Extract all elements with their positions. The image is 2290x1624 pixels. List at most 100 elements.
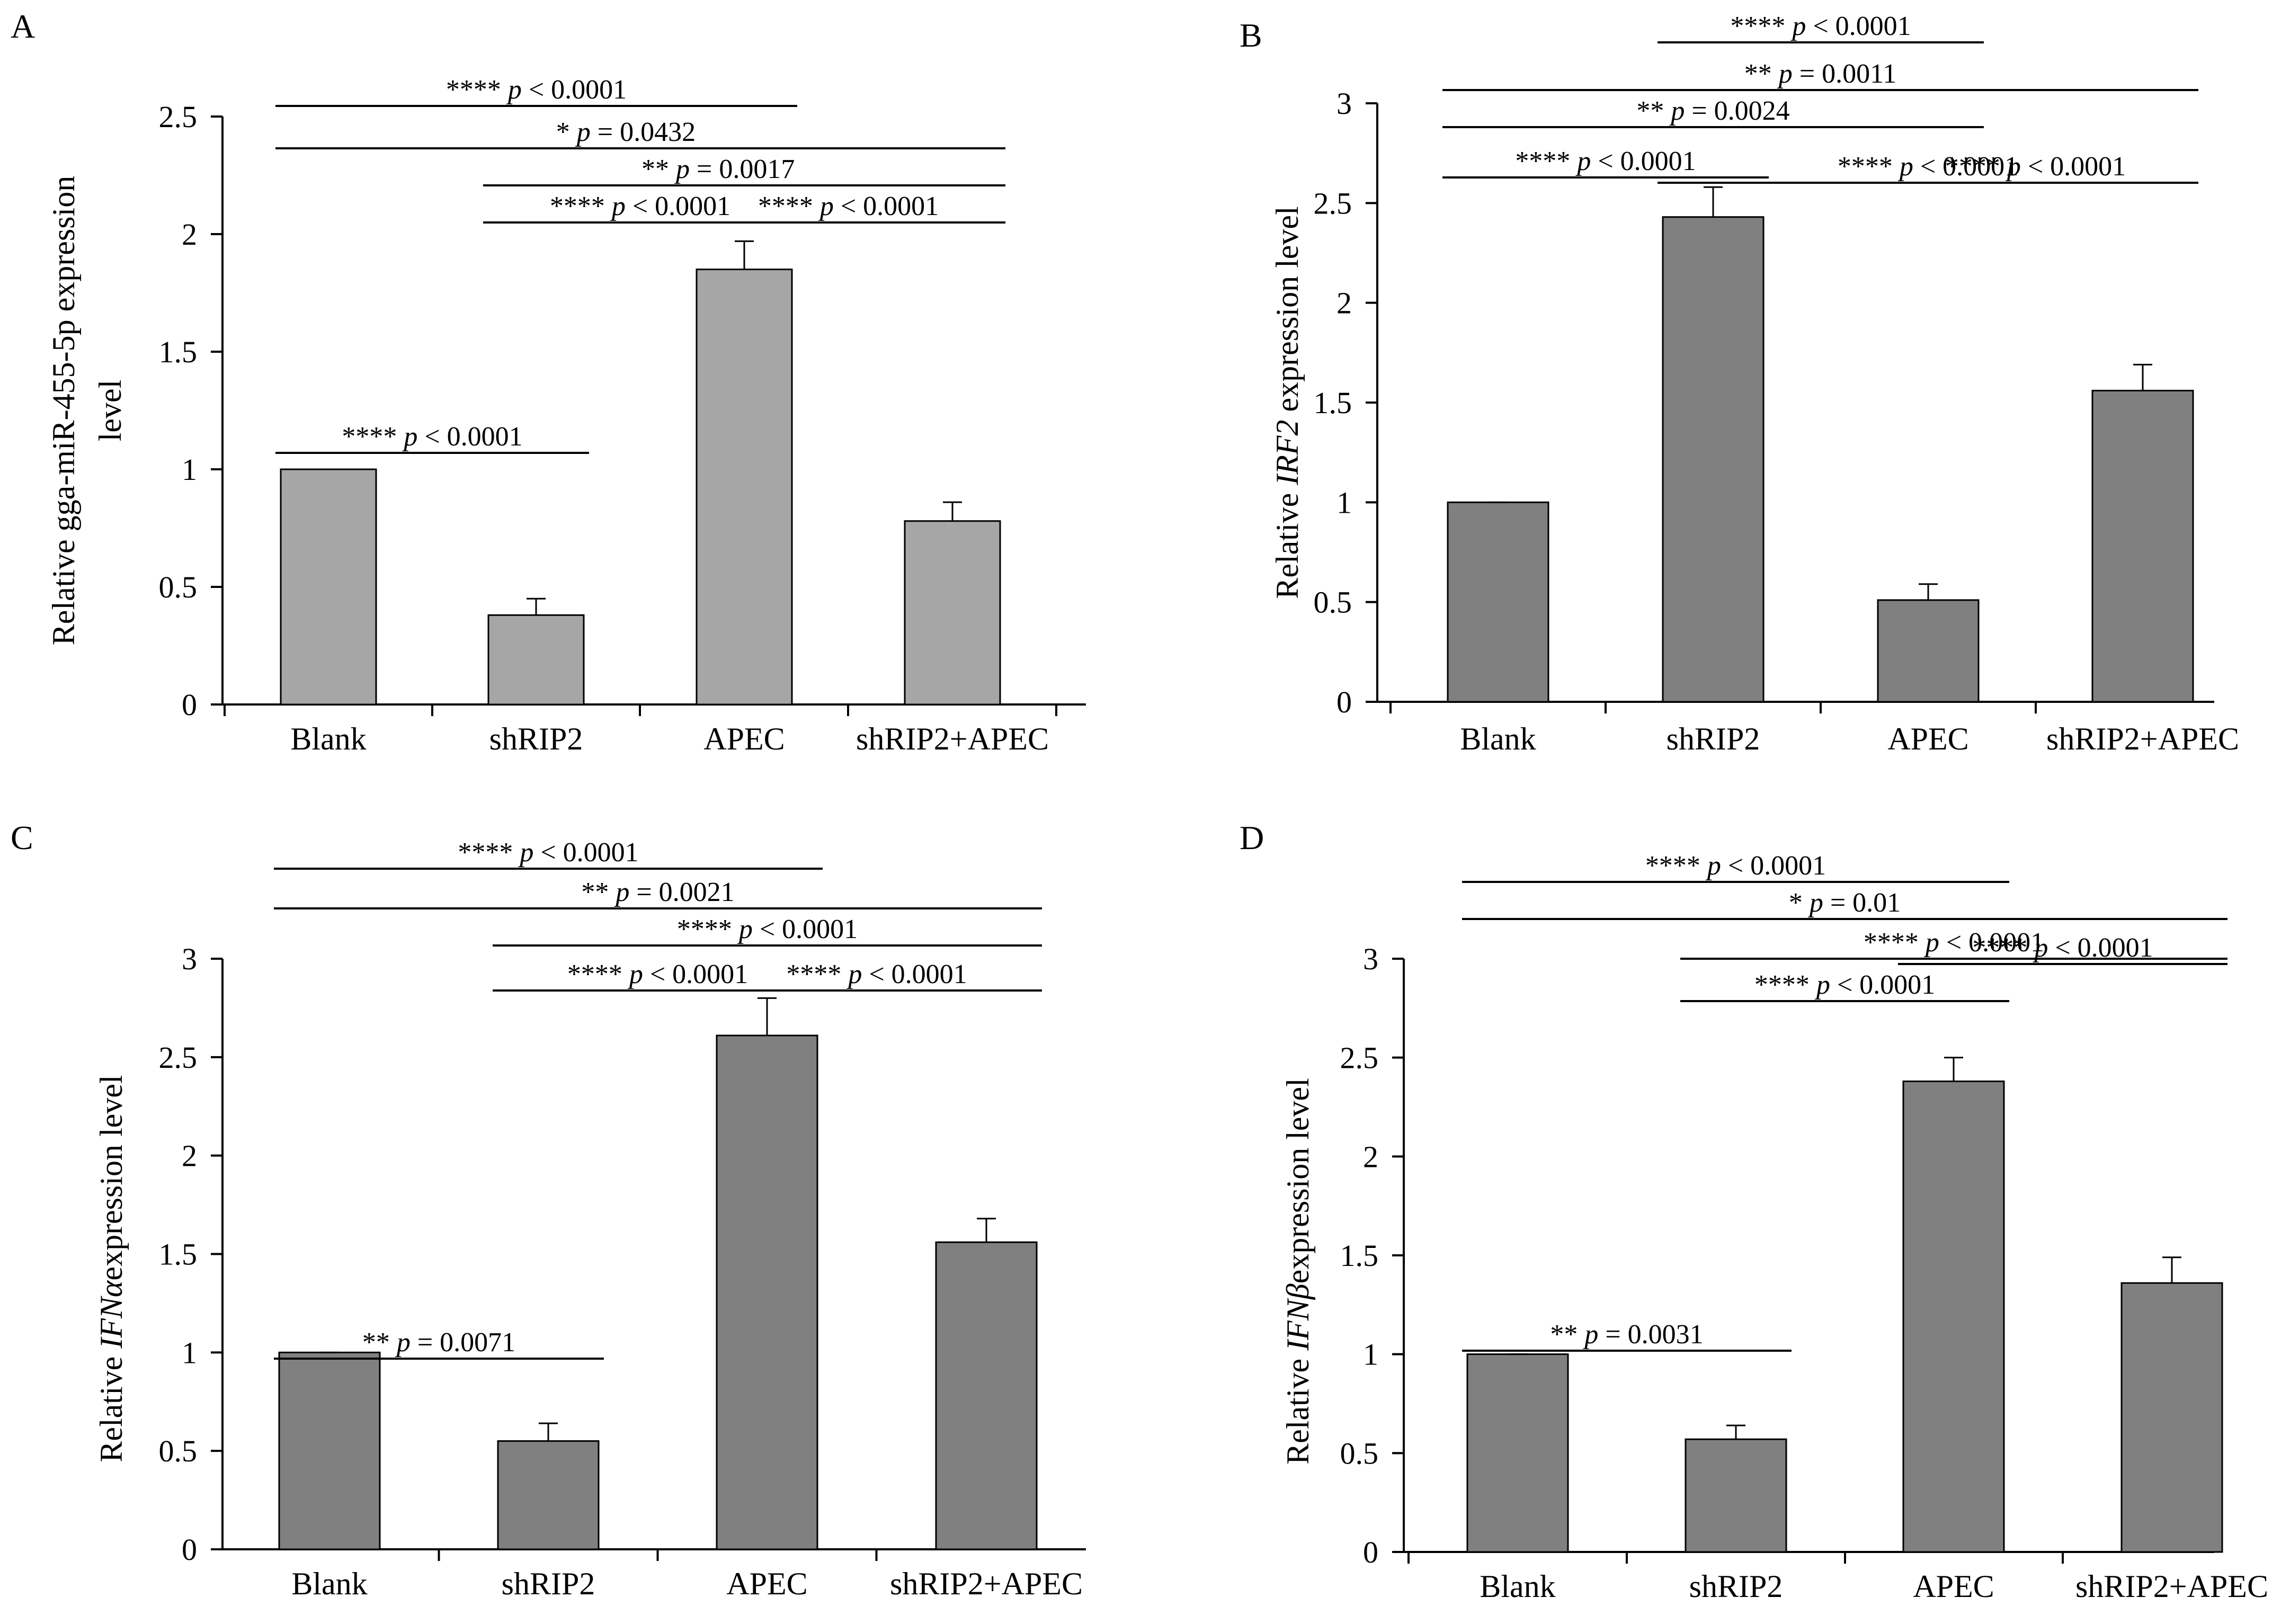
y-tick-label: 0.5 <box>1314 585 1352 620</box>
significance-bracket: **** p < 0.0001 <box>1442 146 1769 179</box>
y-tick-label: 0 <box>1363 1535 1378 1569</box>
x-category-label: Blank <box>290 721 366 756</box>
panel-c: C 0 0.5 1 1.5 2 2.5 3 Blank shRIP2 APEC shRIP2+APE… <box>0 816 1144 1624</box>
significance-bracket: **** p < 0.0001 <box>493 914 1042 947</box>
y-tick-label: 2 <box>1336 286 1352 320</box>
significance-label: ** p = 0.0021 <box>581 877 734 907</box>
error-bar <box>943 501 962 521</box>
significance-bracket: ** p = 0.0071 <box>274 1327 604 1360</box>
y-tick-label: 0 <box>182 688 197 722</box>
bar-apec <box>1902 1080 2005 1553</box>
x-category-label: Blank <box>1480 1569 1555 1604</box>
error-bar <box>2162 1256 2181 1283</box>
error-bar <box>1944 1057 1963 1082</box>
y-axis-label: Relative gga-miR-455-5p expression <box>46 176 81 645</box>
y-tick-label: 1.5 <box>1314 386 1352 420</box>
bar-shrip2-plus-apec <box>2120 1282 2223 1553</box>
x-category-label: APEC <box>726 1566 807 1601</box>
significance-bracket: * p = 0.01 <box>1462 888 2227 920</box>
panel-label-a: A <box>11 7 35 45</box>
bar-blank <box>278 1351 381 1550</box>
x-category-label: Blank <box>291 1566 367 1601</box>
significance-label: **** p < 0.0001 <box>1838 151 2018 182</box>
y-tick-label: 0.5 <box>159 1434 198 1468</box>
bar-shrip2-plus-apec <box>935 1241 1038 1550</box>
x-category-label: shRIP2 <box>1689 1569 1783 1604</box>
x-category-label: shRIP2+APEC <box>2046 721 2239 756</box>
y-tick-label: 2.5 <box>1314 186 1352 220</box>
y-tick-label: 2.5 <box>159 1040 198 1075</box>
significance-bracket: ** p = 0.0031 <box>1462 1319 1792 1352</box>
significance-bracket: **** p < 0.0001 <box>274 837 823 870</box>
significance-label: **** p < 0.0001 <box>1754 970 1935 1000</box>
error-bar <box>977 1218 996 1243</box>
significance-bracket: **** p < 0.0001 <box>483 191 797 224</box>
significance-label: **** p < 0.0001 <box>1972 933 2153 963</box>
y-tick-label: 1.5 <box>159 1237 198 1272</box>
significance-bracket: ** p = 0.0024 <box>1442 96 1984 128</box>
y-tick-label: 3 <box>1363 942 1378 976</box>
y-tick-label: 1 <box>182 452 197 487</box>
y-tick-label: 1 <box>1336 485 1352 520</box>
significance-label: **** p < 0.0001 <box>1515 146 1696 176</box>
significance-label: **** p < 0.0001 <box>758 191 939 221</box>
bar-shrip2 <box>1662 216 1765 703</box>
significance-label: **** p < 0.0001 <box>786 959 967 989</box>
bar-blank <box>1466 1353 1569 1553</box>
y-axis-label: Relative IFNαexpression level <box>94 1075 129 1462</box>
significance-label: **** p < 0.0001 <box>1730 11 1911 41</box>
significance-bracket: **** p < 0.0001 <box>275 422 589 454</box>
significance-bracket: **** p < 0.0001 <box>691 191 1005 224</box>
x-category-label: shRIP2 <box>1667 721 1760 756</box>
significance-bracket: **** p < 0.0001 <box>493 959 823 992</box>
significance-bracket: **** p < 0.0001 <box>1873 151 2198 184</box>
x-category-label: APEC <box>703 721 785 756</box>
x-category-label: shRIP2 <box>489 721 583 756</box>
bar-blank <box>1447 501 1549 703</box>
significance-label: ** p = 0.0071 <box>362 1327 515 1358</box>
significance-bracket: **** p < 0.0001 <box>711 959 1042 992</box>
significance-label: ** p = 0.0011 <box>1744 59 1896 89</box>
bar-apec <box>716 1034 818 1550</box>
significance-label: **** p < 0.0001 <box>550 191 730 221</box>
significance-label: ** p = 0.0024 <box>1636 96 1789 126</box>
bar-shrip2 <box>497 1440 600 1550</box>
panel-b: B 0 0.5 1 1.5 2 2.5 3 Blank shRIP2 APEC shRIP2+APE… <box>1218 0 2290 795</box>
x-category-label: shRIP2+APEC <box>890 1566 1083 1601</box>
significance-bracket: **** p < 0.0001 <box>1680 970 2009 1002</box>
x-category-label: shRIP2+APEC <box>856 721 1049 756</box>
y-tick-label: 3 <box>1336 86 1352 121</box>
x-category-label: APEC <box>1887 721 1968 756</box>
x-category-label: Blank <box>1460 721 1536 756</box>
error-bar <box>539 1422 558 1441</box>
y-tick-label: 1 <box>182 1335 197 1370</box>
chart-a: 0 0.5 1 1.5 2 2.5 Blank shRIP2 APEC shRIP2+APEC Re… <box>46 75 1086 756</box>
panel-label-b: B <box>1240 16 1262 54</box>
significance-bracket: **** p < 0.0001 <box>1680 927 2227 960</box>
y-tick-label: 0.5 <box>159 570 198 604</box>
bar-shrip2 <box>1685 1438 1787 1553</box>
y-tick-label: 2.5 <box>159 100 198 134</box>
significance-label: **** p < 0.0001 <box>1645 851 1826 881</box>
y-axis-label: Relative IFNβexpression level <box>1280 1078 1315 1465</box>
error-bar <box>527 597 546 615</box>
significance-bracket: **** p < 0.0001 <box>1658 11 1984 43</box>
y-tick-label: 0 <box>182 1532 197 1567</box>
y-tick-label: 2 <box>182 217 197 252</box>
y-tick-label: 1.5 <box>1340 1238 1379 1273</box>
error-bar <box>735 240 754 270</box>
y-tick-label: 1.5 <box>159 335 198 369</box>
significance-label: **** p < 0.0001 <box>342 422 522 452</box>
bar-shrip2-plus-apec <box>904 520 1001 706</box>
chart-c: 0 0.5 1 1.5 2 2.5 3 Blank shRIP2 APEC shRIP2+APEC R… <box>94 837 1086 1601</box>
significance-bracket: * p = 0.0432 <box>275 117 1005 149</box>
significance-bracket: **** p < 0.0001 <box>1462 851 2009 883</box>
y-tick-label: 2.5 <box>1340 1041 1379 1075</box>
y-tick-label: 2 <box>1363 1139 1378 1174</box>
significance-label: ** p = 0.0031 <box>1550 1319 1703 1350</box>
significance-label: **** p < 0.0001 <box>458 837 638 868</box>
x-category-label: APEC <box>1913 1569 1994 1604</box>
y-axis-label: Relative IRF2 expression level <box>1270 206 1305 599</box>
significance-label: **** p < 0.0001 <box>567 959 748 989</box>
significance-label: **** p < 0.0001 <box>1864 927 2044 958</box>
